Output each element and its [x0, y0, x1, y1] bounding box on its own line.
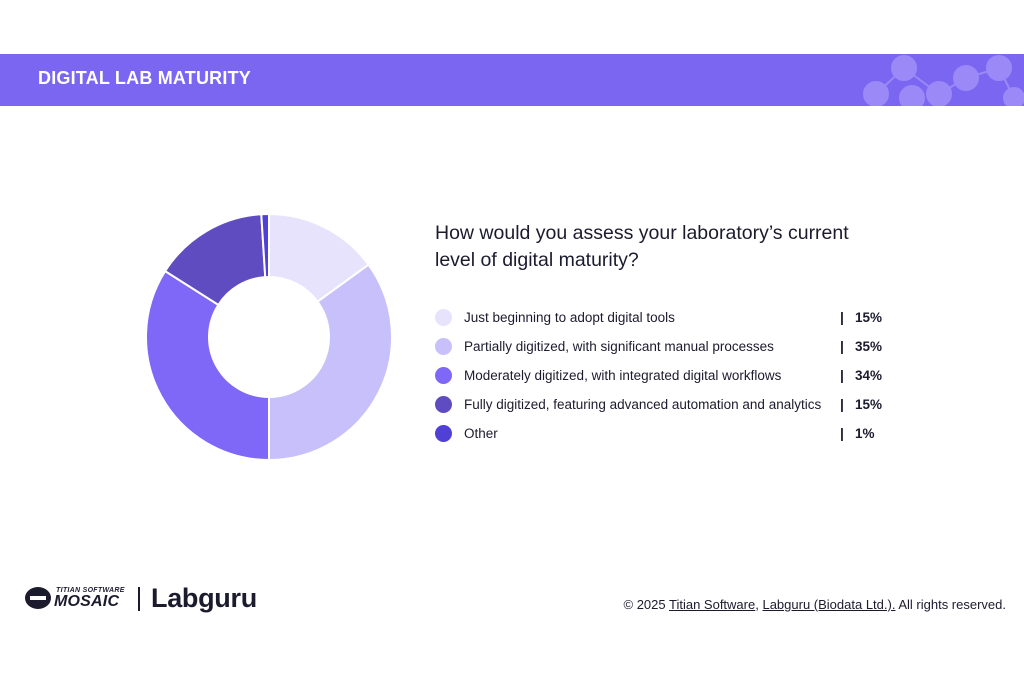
legend-separator: | [840, 309, 844, 325]
legend-label: Partially digitized, with significant ma… [464, 339, 774, 354]
labguru-link[interactable]: Labguru (Biodata Ltd.). [762, 597, 896, 612]
mosaic-logo-icon [25, 587, 51, 609]
molecule-pattern-icon [863, 55, 1024, 106]
labguru-logo-text: Labguru [151, 583, 257, 613]
logo-divider [138, 587, 140, 611]
question-text: How would you assess your laboratory’s c… [435, 222, 849, 271]
copyright-notice: © 2025 Titian Software, Labguru (Biodata… [624, 597, 1007, 612]
legend-swatch [435, 396, 452, 413]
legend-separator: | [840, 396, 844, 412]
legend-swatch [435, 425, 452, 442]
mosaic-logo-text: MOSAIC [54, 593, 120, 610]
copyright-prefix: © 2025 [623, 597, 669, 612]
legend-label: Other [464, 426, 498, 441]
legend-item: Other | 1% [435, 423, 895, 452]
page-title: DIGITAL LAB MATURITY [38, 68, 251, 88]
legend-label: Just beginning to adopt digital tools [464, 310, 675, 325]
donut-slice-5 [260, 212, 270, 279]
donut-chart [145, 212, 393, 462]
legend-swatch [435, 309, 452, 326]
legend-item: Just beginning to adopt digital tools | 15… [435, 307, 895, 336]
legend-separator: | [840, 338, 844, 354]
chart-legend: Just beginning to adopt digital tools | 15… [435, 307, 895, 452]
legend-value: 35% [855, 339, 883, 354]
legend-value: 1% [855, 426, 875, 441]
mosaic-logo-caption: TITIAN SOFTWARE [56, 587, 125, 594]
legend-label: Moderately digitized, with integrated di… [464, 368, 782, 383]
legend-swatch [435, 338, 452, 355]
legend-value: 15% [855, 310, 883, 325]
legend-separator: | [840, 425, 844, 441]
legend-item: Partially digitized, with significant ma… [435, 336, 895, 365]
legend-item: Moderately digitized, with integrated di… [435, 365, 895, 394]
donut-slice-3 [145, 269, 270, 462]
copyright-suffix: All rights reserved. [895, 597, 1006, 612]
legend-value: 34% [855, 368, 883, 383]
legend-swatch [435, 367, 452, 384]
legend-value: 15% [855, 397, 883, 412]
legend-item: Fully digitized, featuring advanced auto… [435, 394, 895, 423]
header-banner: DIGITAL LAB MATURITY [0, 54, 1024, 106]
footer-logos: TITIAN SOFTWARE MOSAIC Labguru [25, 583, 265, 625]
legend-separator: | [840, 367, 844, 383]
titian-software-link[interactable]: Titian Software [669, 597, 756, 612]
donut-slice-2 [268, 263, 393, 462]
copyright-separator: , [755, 597, 763, 612]
legend-label: Fully digitized, featuring advanced auto… [464, 397, 822, 412]
